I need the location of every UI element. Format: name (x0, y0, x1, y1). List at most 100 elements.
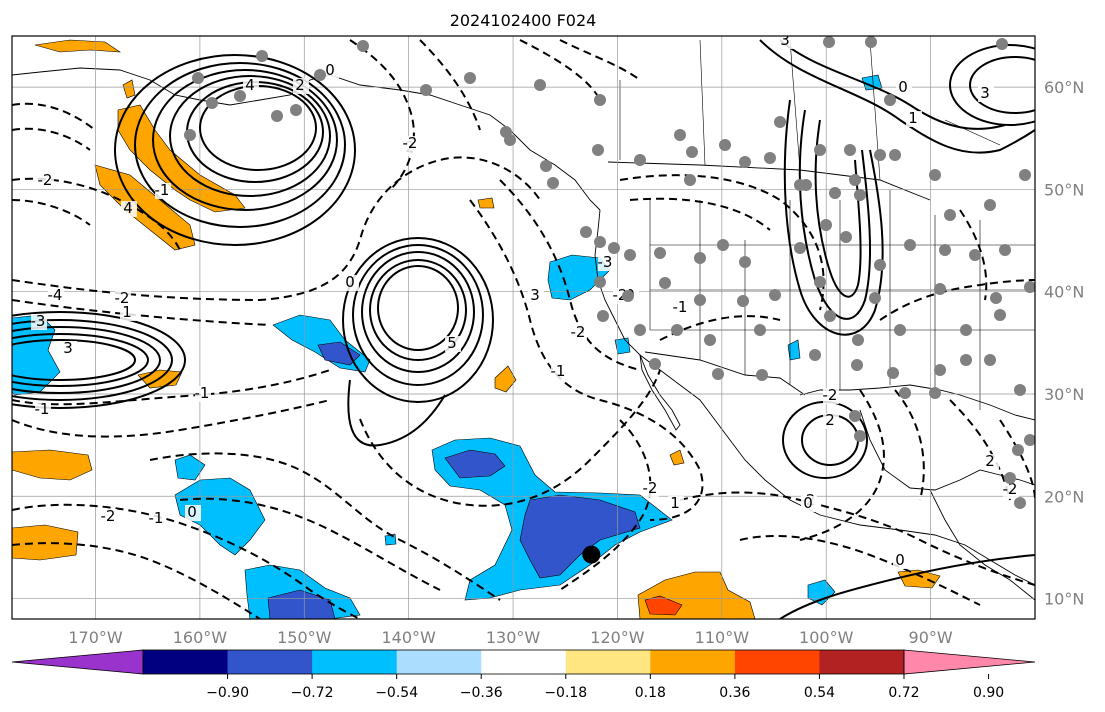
contour-label: 4 (245, 76, 255, 94)
station-dot (290, 104, 302, 116)
contour-label-bg (571, 325, 587, 341)
station-dot (540, 160, 552, 172)
colorbar-segment (819, 650, 905, 674)
map-area: 5443230-2-1-210-33-1-2-10-2-1-21-120-2-2… (12, 31, 1035, 619)
contour-label-bg (101, 509, 117, 525)
station-dot (634, 324, 646, 336)
contour-label-bg (551, 364, 567, 380)
contour-label-bg (31, 314, 47, 330)
contour-label-bg (185, 505, 201, 521)
colorbar-label: −0.90 (206, 685, 249, 701)
station-dot (874, 259, 886, 271)
colorbar: −0.90 −0.72 −0.54 −0.36 −0.18 0.18 0.36 0.54 0.7… (11, 649, 1036, 701)
contour-label: 3 (63, 339, 73, 357)
contour-label-bg (243, 78, 259, 94)
station-dot (769, 289, 781, 301)
contour-label: 1 (670, 494, 680, 512)
contour-label-bg (778, 36, 794, 49)
colorbar-frame (142, 649, 905, 675)
positive-contour-system-ne (759, 39, 1035, 154)
station-dot (934, 364, 946, 376)
station-dot (271, 110, 283, 122)
contour-label-bg (61, 341, 77, 357)
contour-label: -1 (149, 509, 164, 527)
colorbar-label: −0.18 (544, 685, 587, 701)
colorbar-label: −0.36 (460, 685, 503, 701)
station-dot (794, 242, 806, 254)
station-dot (904, 239, 916, 251)
contour-label: 0 (898, 78, 908, 96)
contour-label-bg (896, 80, 912, 96)
colorbar-label: 0.72 (888, 685, 919, 701)
latitude-tick-labels: 60°N 50°N 40°N 30°N 20°N 10°N (1044, 78, 1084, 608)
contour-label-bg (1003, 482, 1019, 498)
station-dot (756, 369, 768, 381)
contour-label: 0 (345, 273, 355, 291)
lon-tick-label: 120°W (590, 628, 645, 647)
station-dot (764, 152, 776, 164)
lat-tick-label: 20°N (1044, 487, 1084, 506)
station-dot (717, 239, 729, 251)
positive-contour-system-central (342, 237, 494, 447)
colorbar-label: 0.18 (635, 685, 666, 701)
contour-label: 3 (530, 286, 540, 304)
contour-label: -4 (48, 286, 63, 304)
station-dot (939, 244, 951, 256)
contour-label-bg (343, 275, 359, 291)
station-dot (934, 283, 946, 295)
contour-label: -3 (31, 312, 46, 330)
positive-anomaly-patch (122, 79, 136, 99)
station-dot (694, 294, 706, 306)
station-dot (712, 368, 724, 380)
north-america-west-coast (594, 209, 1035, 586)
contour-label: 0 (803, 494, 813, 512)
station-dot (929, 387, 941, 399)
station-dot (594, 94, 606, 106)
station-dot (754, 324, 766, 336)
contour-label-bg (195, 386, 211, 402)
contour-label-bg (906, 111, 922, 127)
station-dot (820, 219, 832, 231)
negative-anomaly-patch (317, 341, 361, 366)
contour-label: 2 (295, 76, 305, 94)
contour-label: 3 (780, 31, 790, 49)
storm-center-marker (582, 545, 601, 564)
station-dot (894, 324, 906, 336)
station-dot (984, 199, 996, 211)
station-dot (823, 36, 835, 48)
station-dot (999, 244, 1011, 256)
positive-anomaly-patch (494, 365, 517, 393)
colorbar-segment (481, 650, 567, 674)
positive-anomaly-patch (897, 569, 941, 589)
station-dot (314, 69, 326, 81)
contour-label: -2 (403, 134, 418, 152)
station-dot (684, 174, 696, 186)
station-dot (887, 367, 899, 379)
contour-label-bg (823, 413, 839, 429)
station-dot (851, 359, 863, 371)
positive-anomaly-patch (34, 39, 122, 53)
station-dot (889, 149, 901, 161)
contour-label: 0 (895, 551, 905, 569)
positive-anomaly-patch (644, 595, 683, 616)
contour-label-bg (115, 291, 131, 307)
colorbar-segment (143, 650, 229, 674)
contour-label-bg (149, 511, 165, 527)
station-dot (634, 154, 646, 166)
central-america-coastline (929, 489, 1035, 601)
colorbar-label: −0.54 (375, 685, 418, 701)
lon-tick-label: 90°W (909, 628, 953, 647)
station-dot (686, 146, 698, 158)
station-dot (739, 156, 751, 168)
station-dot (704, 334, 716, 346)
positive-anomaly-patch (477, 197, 495, 209)
station-dot (840, 231, 852, 243)
lat-tick-label: 40°N (1044, 283, 1084, 302)
station-dot (357, 40, 369, 52)
station-dot (580, 226, 592, 238)
lon-tick-label: 110°W (695, 628, 750, 647)
station-dot (849, 410, 861, 422)
colorbar-label: 0.90 (973, 685, 1004, 701)
contour-label: 0 (325, 61, 335, 79)
station-dot (608, 242, 620, 254)
